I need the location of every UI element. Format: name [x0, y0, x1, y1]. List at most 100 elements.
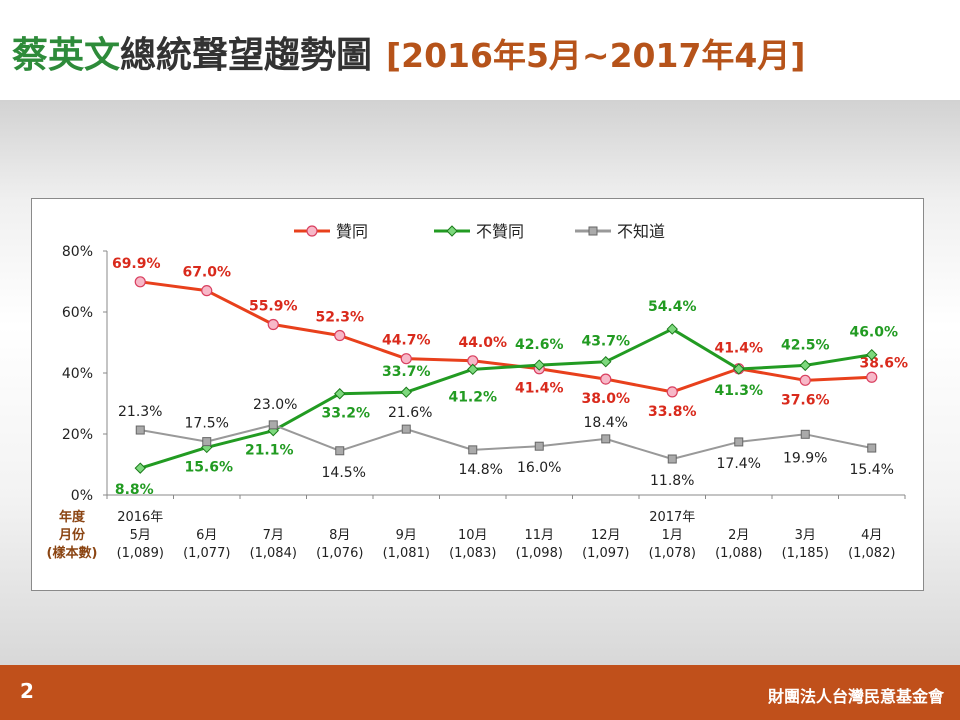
title-main: 總統聲望趨勢圖 — [120, 35, 373, 76]
series-line-disapprove — [139, 327, 872, 470]
data-point-approve — [267, 318, 279, 331]
data-point-approve — [400, 353, 412, 365]
category-axis-title: 年度 — [59, 509, 86, 525]
data-point-unknown — [734, 437, 744, 447]
data-label-unknown: 11.8% — [650, 473, 694, 489]
data-point-disapprove — [799, 359, 811, 372]
data-point-disapprove — [533, 359, 545, 371]
data-point-approve — [201, 285, 213, 297]
data-label-unknown: 21.3% — [118, 404, 162, 420]
y-tick-label: 60% — [62, 305, 93, 321]
data-label-unknown: 18.4% — [584, 415, 628, 431]
data-label-disapprove: 41.2% — [448, 389, 497, 405]
data-label-disapprove: 33.2% — [321, 406, 370, 422]
category-axis-title: 月份 — [58, 527, 86, 543]
data-point-disapprove — [600, 356, 612, 368]
x-tick-label: 1月 — [662, 528, 683, 543]
data-point-disapprove — [334, 388, 346, 400]
data-point-unknown — [268, 420, 278, 430]
data-label-disapprove: 42.6% — [515, 337, 564, 353]
x-tick-label: (1,077) — [183, 546, 230, 561]
data-label-approve: 38.6% — [859, 355, 908, 371]
x-tick-label: (1,083) — [449, 546, 496, 561]
data-label-unknown: 23.0% — [253, 397, 297, 413]
y-tick-label: 40% — [62, 366, 93, 382]
data-label-approve: 55.9% — [249, 299, 298, 315]
series-line-unknown — [140, 423, 872, 461]
data-point-unknown — [135, 425, 145, 435]
data-point-unknown — [601, 434, 611, 444]
x-tick-label: (1,078) — [649, 546, 696, 561]
data-point-unknown — [667, 454, 677, 464]
data-label-approve: 38.0% — [581, 391, 630, 407]
data-label-approve: 37.6% — [781, 392, 830, 408]
data-point-disapprove — [666, 323, 678, 335]
page-number: 2 — [20, 679, 34, 703]
data-label-disapprove: 43.7% — [581, 334, 630, 350]
data-label-unknown: 14.8% — [459, 462, 503, 478]
data-point-approve — [334, 329, 346, 342]
x-tick-label: 7月 — [263, 528, 284, 543]
x-tick-label: (1,081) — [383, 546, 430, 561]
data-point-disapprove — [400, 386, 412, 398]
data-label-approve: 67.0% — [182, 265, 231, 281]
data-point-unknown — [202, 437, 212, 447]
x-tick-label: 2016年 — [117, 510, 163, 525]
data-point-unknown — [534, 441, 544, 451]
x-tick-label: 6月 — [196, 528, 217, 543]
legend-label: 贊同 — [336, 222, 368, 241]
x-tick-label: 4月 — [861, 528, 882, 543]
data-label-unknown: 19.9% — [783, 450, 827, 466]
data-label-approve: 33.8% — [648, 404, 697, 420]
data-label-approve: 41.4% — [515, 381, 564, 397]
data-label-unknown: 17.5% — [185, 416, 229, 432]
data-label-unknown: 14.5% — [322, 465, 366, 481]
y-tick-label: 80% — [62, 244, 93, 260]
y-tick-label: 0% — [71, 488, 93, 504]
data-label-disapprove: 42.5% — [781, 337, 830, 353]
x-tick-label: (1,076) — [316, 546, 363, 561]
page-title: 蔡英文總統聲望趨勢圖 [2016年5月~2017年4月] — [12, 34, 805, 78]
legend-label: 不知道 — [617, 222, 665, 241]
legend-marker — [446, 225, 458, 237]
chart-panel: 0% 20% 40% 60% 80% 2016年 5月 (1,089) 6月 (1,077) 7月 (… — [31, 198, 924, 591]
title-name: 蔡英文 — [12, 35, 121, 76]
data-point-unknown — [468, 445, 478, 455]
x-tick-label: (1,082) — [848, 546, 895, 561]
data-label-approve: 44.7% — [382, 333, 431, 349]
x-tick-label: 2017年 — [649, 510, 695, 525]
data-label-unknown: 21.6% — [388, 405, 432, 421]
organization-name: 財團法人台灣民意基金會 — [767, 687, 944, 706]
x-tick-label: (1,089) — [117, 546, 164, 561]
data-point-approve — [666, 386, 678, 398]
x-tick-label: 10月 — [458, 528, 488, 543]
data-point-disapprove — [134, 462, 146, 474]
y-tick-label: 20% — [62, 427, 93, 443]
category-axis-title: (樣本數) — [47, 545, 98, 561]
data-point-approve — [600, 373, 612, 385]
x-tick-label: (1,097) — [582, 546, 629, 561]
legend-marker — [588, 226, 598, 236]
data-label-approve: 41.4% — [714, 341, 763, 357]
x-tick-label: 8月 — [329, 528, 350, 543]
data-point-unknown — [401, 424, 411, 434]
series-line-approve — [140, 280, 872, 394]
data-label-approve: 44.0% — [458, 335, 507, 351]
title-bar: 蔡英文總統聲望趨勢圖 [2016年5月~2017年4月] — [0, 0, 960, 100]
data-point-approve — [799, 374, 811, 386]
data-label-disapprove: 8.8% — [115, 482, 154, 498]
x-tick-label: 11月 — [524, 528, 554, 543]
x-tick-label: (1,084) — [250, 546, 297, 561]
x-tick-label: 5月 — [130, 528, 151, 543]
data-label-disapprove: 46.0% — [849, 325, 898, 341]
x-tick-label: 2月 — [728, 528, 749, 543]
footer-bar: 2 財團法人台灣民意基金會 — [0, 665, 960, 720]
x-tick-label: (1,185) — [782, 546, 829, 561]
data-label-approve: 52.3% — [315, 309, 364, 325]
data-point-disapprove — [866, 348, 878, 361]
data-point-approve — [866, 371, 878, 383]
title-period: [2016年5月~2017年4月] — [386, 36, 806, 75]
data-point-approve — [134, 276, 146, 288]
data-label-unknown: 16.0% — [517, 460, 561, 476]
x-tick-label: 3月 — [795, 528, 816, 543]
